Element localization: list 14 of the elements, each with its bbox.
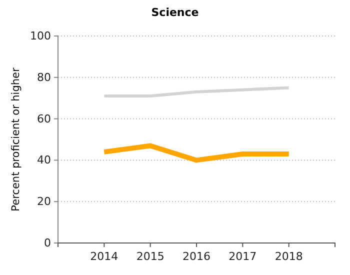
y-tick-label: 100 [30, 30, 51, 43]
y-tick-label: 40 [37, 154, 51, 167]
y-tick-label: 0 [44, 236, 51, 250]
x-tick-label: 2018 [274, 250, 303, 263]
chart-title: Science [151, 6, 199, 19]
x-tick-label: 2015 [136, 250, 164, 263]
x-tick-label: 2014 [90, 250, 118, 263]
x-tick-label: 2017 [228, 250, 257, 263]
line-series [102, 86, 290, 98]
y-tick-label: 80 [37, 70, 51, 84]
x-tick-label: 2016 [182, 250, 210, 263]
y-tick-label: 60 [37, 112, 51, 126]
y-axis-title: Percent proficient or higher [10, 67, 22, 212]
y-tick-label: 20 [37, 195, 51, 208]
